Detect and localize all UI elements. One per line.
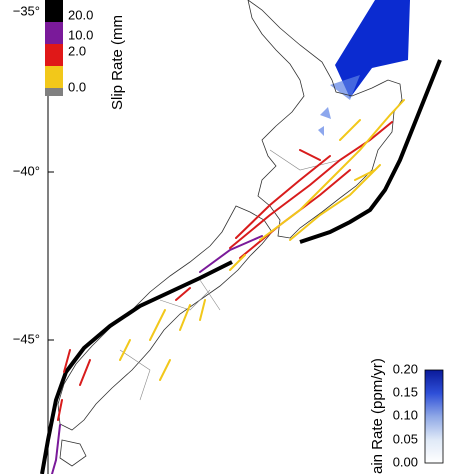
legend-swatch xyxy=(45,66,63,88)
colorbar-label: 0.20 xyxy=(393,361,418,376)
colorbar-label: 0.15 xyxy=(393,384,418,399)
legend-swatch xyxy=(45,88,63,96)
lat-label: −40° xyxy=(13,163,40,178)
legend-swatch xyxy=(45,44,63,66)
coastline xyxy=(59,439,87,467)
legend-swatch xyxy=(45,22,63,44)
strain-field xyxy=(318,75,360,136)
legend-label: 2.0 xyxy=(68,43,86,58)
strain-field xyxy=(335,0,410,98)
legend-label: 20.0 xyxy=(68,7,93,22)
colorbar-label: 0.10 xyxy=(393,407,418,422)
colorbar xyxy=(424,369,444,464)
legend-label: 0.0 xyxy=(68,79,86,94)
legend-label: 10.0 xyxy=(68,27,93,42)
colorbar-label: 0.00 xyxy=(393,454,418,469)
coastline xyxy=(247,0,403,239)
lat-label: −35° xyxy=(13,3,40,18)
colorbar-title: ain Rate (ppm/yr) xyxy=(369,358,386,474)
plate-boundary xyxy=(40,260,233,474)
colorbar-label: 0.05 xyxy=(393,431,418,446)
legend-swatch xyxy=(45,0,63,22)
legend-title: Slip Rate (mm xyxy=(109,15,126,110)
rivers xyxy=(119,149,341,401)
coastline xyxy=(57,205,273,431)
lat-label: −45° xyxy=(13,331,40,346)
plate-boundary xyxy=(299,59,442,244)
faults xyxy=(51,99,405,474)
